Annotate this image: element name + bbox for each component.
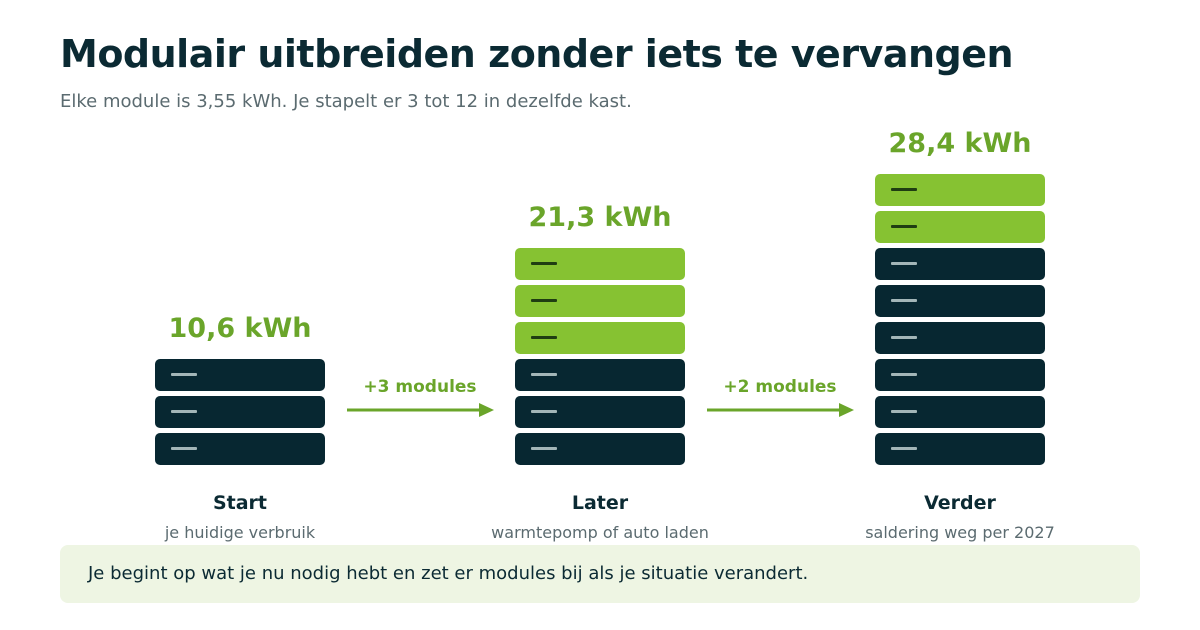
module-indicator-icon [891, 299, 917, 302]
battery-module-added [515, 322, 685, 354]
stage-description: warmtepomp of auto laden [491, 523, 709, 542]
module-indicator-icon [531, 299, 557, 302]
battery-module [875, 433, 1045, 465]
info-note: Je begint op wat je nu nodig hebt en zet… [60, 545, 1140, 603]
module-indicator-icon [891, 225, 917, 228]
module-indicator-icon [531, 373, 557, 376]
stage-name: Later [571, 492, 629, 514]
stage-capacity: 10,6 kWh [168, 313, 312, 344]
battery-module [515, 396, 685, 428]
battery-module [875, 322, 1045, 354]
arrow-label-1: +3 modules [363, 377, 477, 397]
stage-capacity: 28,4 kWh [888, 128, 1032, 159]
arrow-right-icon [347, 403, 494, 417]
module-indicator-icon [531, 336, 557, 339]
arrow-right-icon [707, 403, 854, 417]
battery-module [875, 396, 1045, 428]
stage-description: je huidige verbruik [164, 523, 316, 542]
battery-module-added [515, 285, 685, 317]
module-indicator-icon [531, 262, 557, 265]
stage-description: saldering weg per 2027 [865, 523, 1055, 542]
module-indicator-icon [171, 410, 197, 413]
module-indicator-icon [891, 373, 917, 376]
battery-module-added [875, 211, 1045, 243]
module-indicator-icon [891, 410, 917, 413]
battery-module [155, 359, 325, 391]
module-indicator-icon [171, 447, 197, 450]
module-indicator-icon [891, 262, 917, 265]
module-indicator-icon [531, 447, 557, 450]
module-indicator-icon [531, 410, 557, 413]
module-indicator-icon [891, 336, 917, 339]
battery-module [515, 359, 685, 391]
battery-module [875, 248, 1045, 280]
module-indicator-icon [891, 447, 917, 450]
module-indicator-icon [891, 188, 917, 191]
battery-module [155, 433, 325, 465]
stage-name: Verder [924, 492, 996, 514]
page-title: Modulair uitbreiden zonder iets te verva… [60, 32, 1014, 76]
module-indicator-icon [171, 373, 197, 376]
battery-module [515, 433, 685, 465]
battery-module [875, 359, 1045, 391]
battery-module [875, 285, 1045, 317]
stage-name: Start [212, 492, 268, 514]
battery-module [155, 396, 325, 428]
battery-module-added [875, 174, 1045, 206]
battery-module-added [515, 248, 685, 280]
stage-capacity: 21,3 kWh [528, 202, 672, 233]
page-subtitle: Elke module is 3,55 kWh. Je stapelt er 3… [60, 91, 632, 112]
arrow-label-2: +2 modules [723, 377, 837, 397]
